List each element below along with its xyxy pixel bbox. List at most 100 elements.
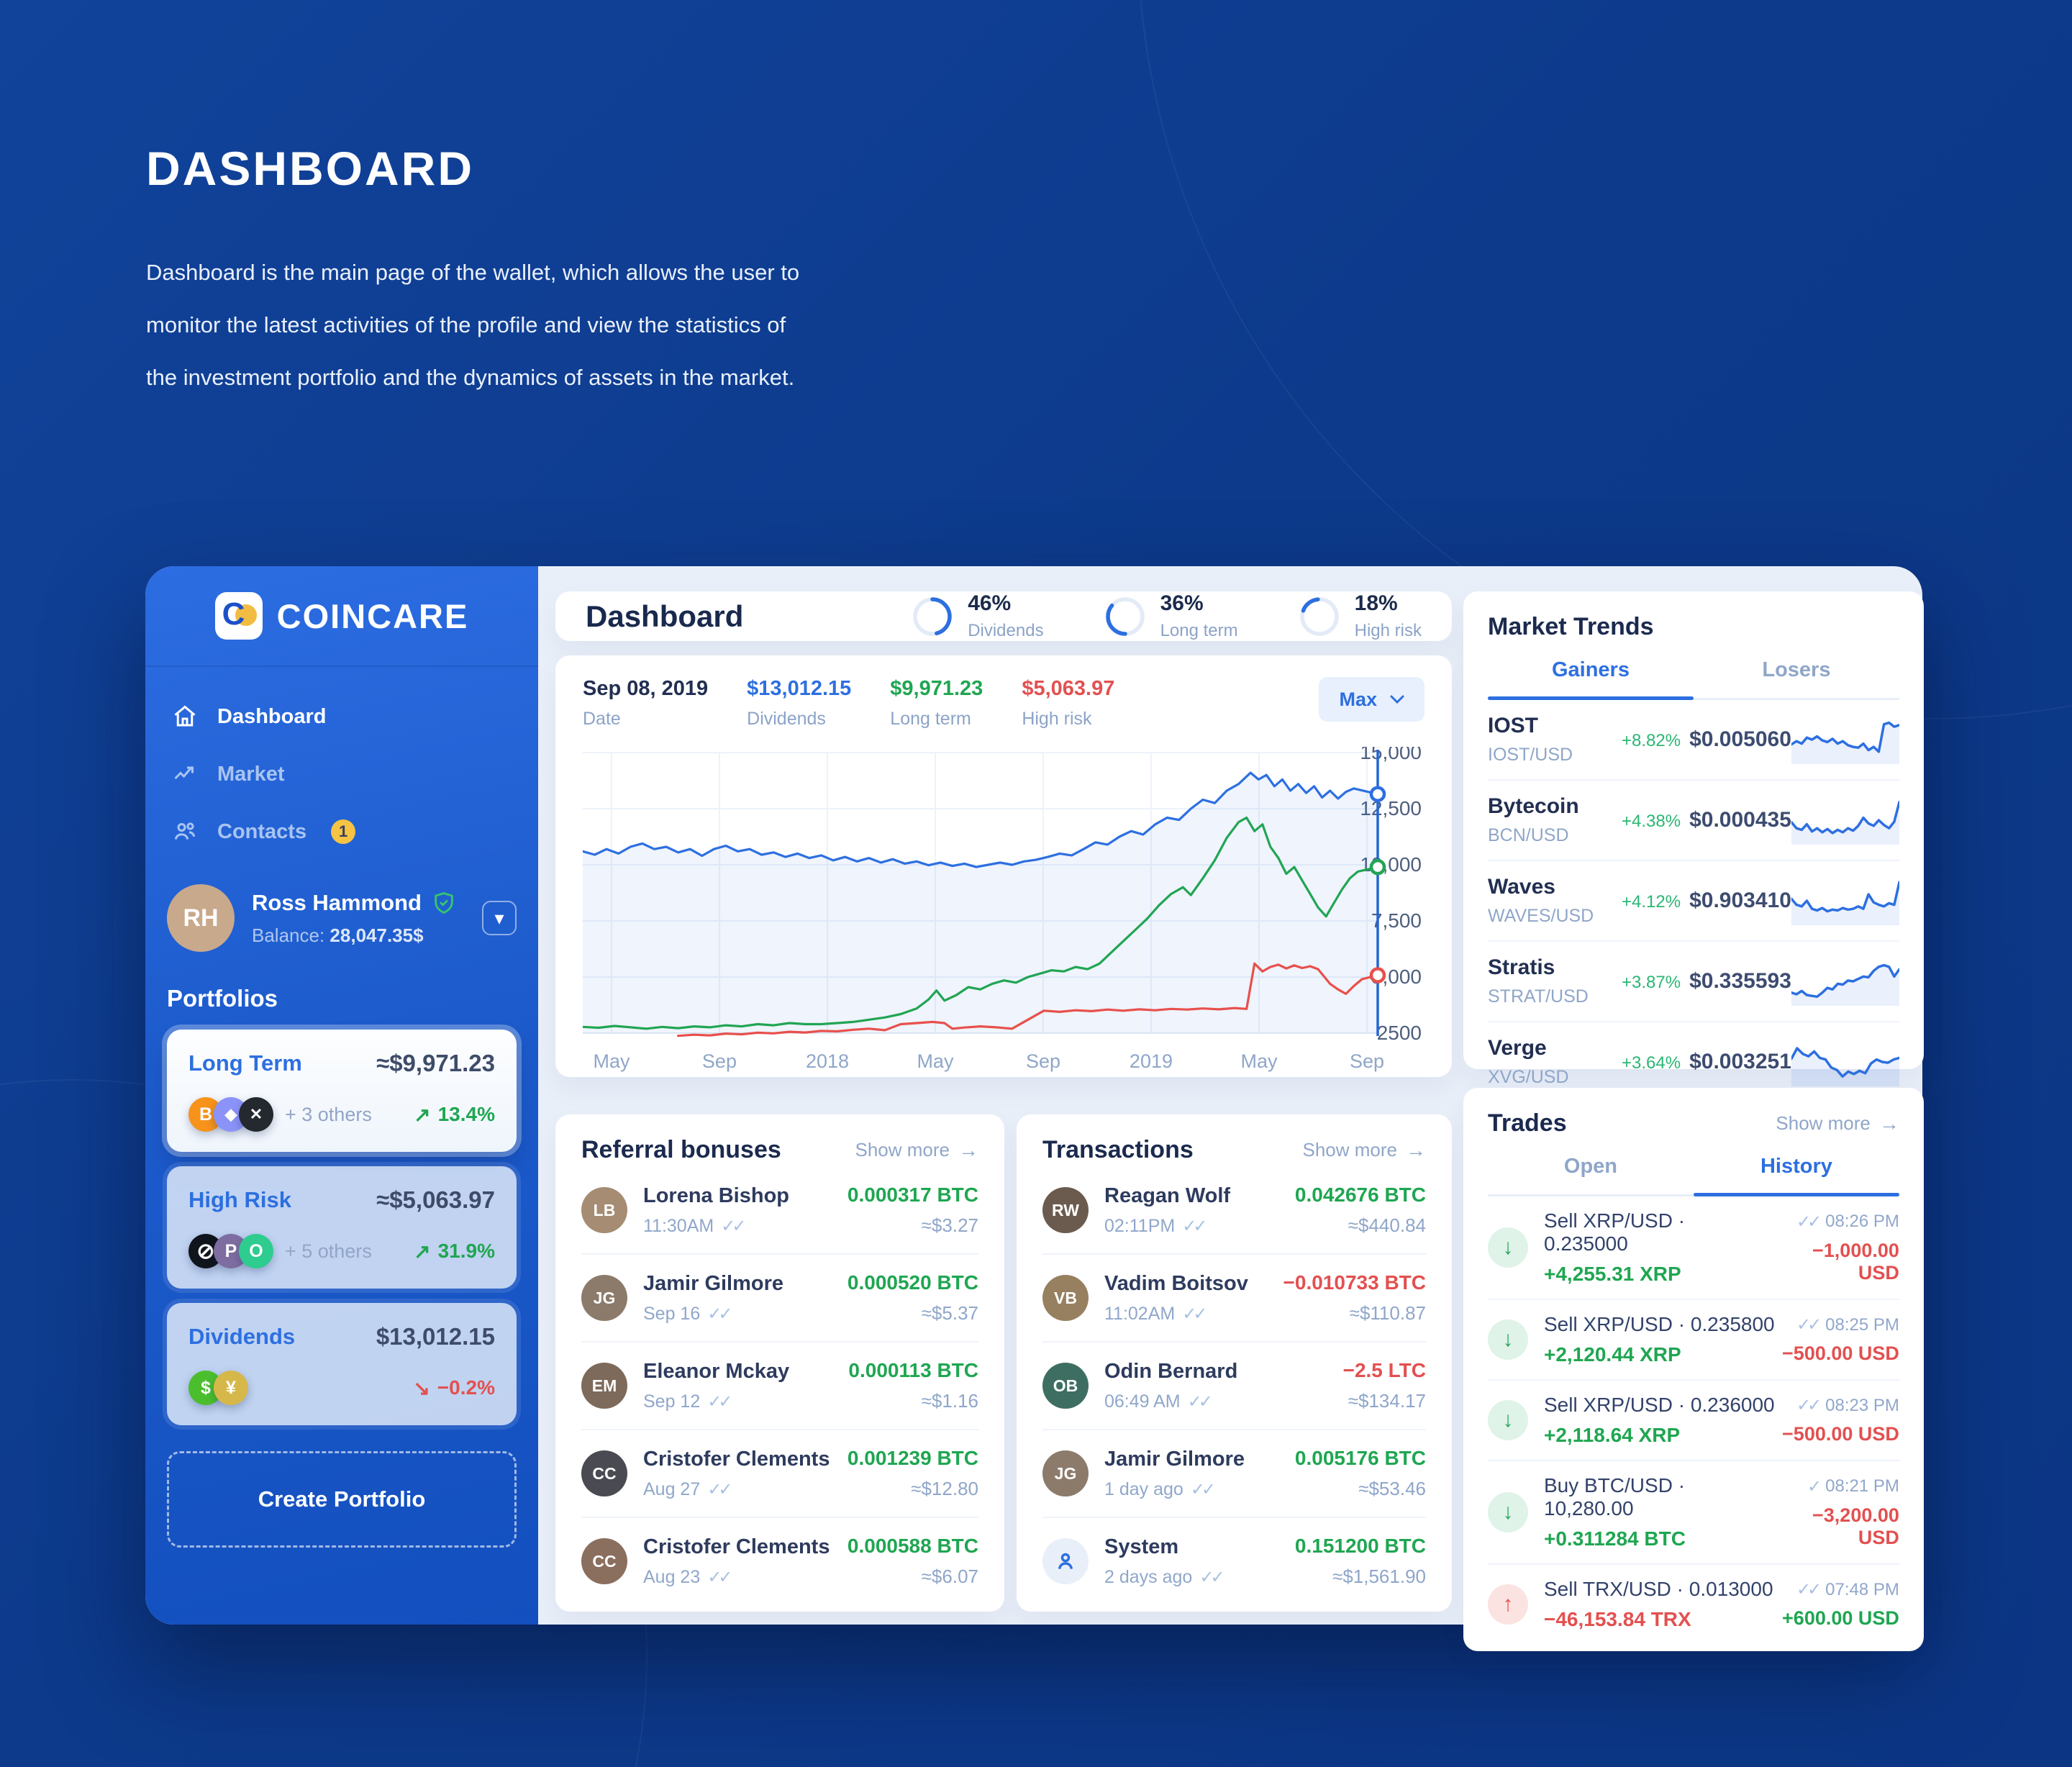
referrals-show-more-link[interactable]: Show more	[855, 1139, 979, 1162]
chart-longterm-col: $9,971.23 Long term	[890, 677, 983, 730]
tab-gainers[interactable]: Gainers	[1488, 658, 1694, 700]
usd-amount: ≈$53.46	[1358, 1478, 1426, 1499]
referral-row[interactable]: CC Cristofer Clements Aug 27 ✓✓ 0.001239 …	[581, 1430, 978, 1518]
svg-text:Sep: Sep	[1350, 1050, 1384, 1072]
transaction-row[interactable]: RW Reagan Wolf 02:11PM ✓✓ 0.042676 BTC ≈$…	[1042, 1167, 1426, 1255]
home-icon	[171, 703, 199, 730]
contacts-icon	[171, 818, 199, 845]
portfolio-line-chart[interactable]: 15,000 12,500 10,000 7,500 5,000 2500 May Sep 20…	[583, 747, 1424, 1079]
create-portfolio-button[interactable]: Create Portfolio	[167, 1451, 517, 1548]
portfolio-name: Dividends	[188, 1324, 296, 1349]
usd-amount: ≈$134.17	[1348, 1390, 1426, 1412]
stat-percent: 46%	[968, 591, 1012, 615]
referral-row[interactable]: JG Jamir Gilmore Sep 16 ✓✓ 0.000520 BTC ≈…	[581, 1255, 978, 1343]
trend-icon	[171, 760, 199, 788]
trade-title: Sell XRP/USD · 0.236000	[1544, 1394, 1775, 1416]
transaction-row[interactable]: VB Vadim Boitsov 11:02AM ✓✓ −0.010733 BTC…	[1042, 1255, 1426, 1343]
sidebar-item-market[interactable]: Market	[167, 749, 517, 799]
check-double-icon: ✓✓	[1182, 1216, 1207, 1236]
person-name: Lorena Bishop	[643, 1184, 790, 1207]
tab-losers[interactable]: Losers	[1762, 658, 1831, 681]
market-trends-panel: Market Trends Gainers Losers IOST IOST/U…	[1463, 591, 1924, 1087]
usd-amount: ≈$110.87	[1349, 1302, 1426, 1324]
check-double-icon: ✓✓	[707, 1479, 732, 1499]
coin-name: Verge	[1488, 1036, 1547, 1060]
trade-row[interactable]: Sell TRX/USD · 0.013000 −46,153.84 TRX ✓…	[1488, 1565, 1899, 1644]
profile-dropdown-button[interactable]	[482, 901, 517, 935]
chart-dividends-col: $13,012.15 Dividends	[747, 677, 851, 730]
svg-text:Sep: Sep	[1026, 1050, 1060, 1072]
avatar: JG	[581, 1275, 627, 1321]
trades-tabs: Open History	[1488, 1155, 1899, 1196]
portfolio-card-dividends[interactable]: Dividends $13,012.15 −0.2%	[167, 1303, 517, 1425]
time: 1 day ago	[1104, 1478, 1183, 1499]
trend-up-icon	[414, 1240, 430, 1263]
transactions-show-more-link[interactable]: Show more	[1303, 1139, 1427, 1162]
trade-amount: +2,118.64 XRP	[1544, 1424, 1681, 1446]
trade-row[interactable]: Sell XRP/USD · 0.235000 +4,255.31 XRP ✓✓…	[1488, 1196, 1899, 1300]
trend-row[interactable]: Verge XVG/USD +3.64% $0.003251	[1488, 1022, 1901, 1101]
portfolio-change: 31.9%	[414, 1240, 495, 1263]
chart-date-col: Sep 08, 2019 Date	[583, 677, 708, 730]
chart-highrisk-col: $5,063.97 High risk	[1022, 677, 1114, 730]
stat-percent: 18%	[1354, 591, 1398, 615]
portfolio-others: + 3 others	[285, 1103, 372, 1125]
referral-row[interactable]: LB Lorena Bishop 11:30AM ✓✓ 0.000317 BTC …	[581, 1167, 978, 1255]
donut-chart-high-risk	[1299, 596, 1340, 637]
coin-change: +4.12%	[1622, 892, 1681, 912]
portfolio-card-high-risk[interactable]: High Risk ≈$5,063.97 + 5 others 31.9%	[167, 1166, 517, 1289]
transaction-row[interactable]: JG Jamir Gilmore 1 day ago ✓✓ 0.005176 BT…	[1042, 1430, 1426, 1518]
trade-title: Sell TRX/USD · 0.013000	[1544, 1578, 1773, 1600]
profile-name: Ross Hammond	[252, 889, 422, 915]
portfolio-value: ≈$5,063.97	[376, 1186, 495, 1213]
referral-row[interactable]: EM Eleanor Mckay Sep 12 ✓✓ 0.000113 BTC ≈…	[581, 1343, 978, 1430]
trades-panel: Trades Show more Open History Sell XRP/U…	[1463, 1088, 1924, 1651]
transaction-row[interactable]: OB Odin Bernard 06:49 AM ✓✓ −2.5 LTC ≈$13…	[1042, 1343, 1426, 1430]
crypto-amount: 0.042676 BTC	[1294, 1184, 1426, 1206]
sidebar-item-contacts[interactable]: Contacts 1	[167, 807, 517, 857]
coin-price: $0.000435	[1689, 808, 1791, 832]
trade-row[interactable]: Sell XRP/USD · 0.236000 +2,118.64 XRP ✓✓…	[1488, 1381, 1899, 1461]
portfolio-value: ≈$9,971.23	[376, 1050, 495, 1076]
trend-row[interactable]: IOST IOST/USD +8.82% $0.005060	[1488, 700, 1901, 781]
trades-show-more-link[interactable]: Show more	[1776, 1112, 1899, 1135]
trend-row[interactable]: Stratis STRAT/USD +3.87% $0.335593	[1488, 942, 1901, 1022]
avatar: RH	[167, 884, 235, 952]
trend-row[interactable]: Bytecoin BCN/USD +4.38% $0.000435	[1488, 781, 1901, 861]
transaction-row[interactable]: System 2 days ago ✓✓ 0.151200 BTC ≈$1,561…	[1042, 1518, 1426, 1604]
avatar: VB	[1042, 1275, 1089, 1321]
trade-time: 08:21 PM	[1825, 1476, 1899, 1496]
usd-amount: ≈$5.37	[921, 1302, 978, 1324]
svg-text:May: May	[1241, 1050, 1278, 1072]
coin-name: Stratis	[1488, 955, 1555, 979]
dashboard-header: Dashboard 46% Dividends 36% Long term	[555, 591, 1452, 641]
right-column: Market Trends Gainers Losers IOST IOST/U…	[1463, 591, 1924, 1651]
avatar: CC	[581, 1450, 627, 1496]
trend-row[interactable]: Waves WAVES/USD +4.12% $0.903410	[1488, 861, 1901, 942]
portfolio-chart-panel: Sep 08, 2019 Date $13,012.15 Dividends $…	[555, 655, 1452, 1077]
range-dropdown[interactable]: Max	[1319, 677, 1424, 722]
portfolio-card-long-term[interactable]: Long Term ≈$9,971.23 + 3 others 13.4%	[167, 1030, 517, 1152]
avatar: RW	[1042, 1187, 1089, 1233]
referral-row[interactable]: CC Cristofer Clements Aug 23 ✓✓ 0.000588 …	[581, 1518, 978, 1604]
arrow-up-icon	[1488, 1584, 1528, 1625]
check-double-icon: ✓✓	[707, 1304, 732, 1324]
tab-history[interactable]: History	[1693, 1155, 1899, 1196]
person-name: Jamir Gilmore	[1104, 1447, 1245, 1471]
svg-text:May: May	[917, 1050, 954, 1072]
avatar: OB	[1042, 1363, 1089, 1409]
sidebar-item-dashboard[interactable]: Dashboard	[167, 691, 517, 742]
hero-section: DASHBOARD Dashboard is the main page of …	[146, 141, 799, 404]
description-line: monitor the latest activities of the pro…	[146, 312, 786, 337]
profile-balance: Balance: 28,047.35$	[252, 925, 465, 947]
time: 06:49 AM	[1104, 1391, 1181, 1412]
trade-row[interactable]: Buy BTC/USD · 10,280.00 +0.311284 BTC ✓0…	[1488, 1461, 1899, 1565]
coin-pair: IOST/USD	[1488, 745, 1573, 765]
xrp-icon	[239, 1097, 273, 1132]
time: 02:11PM	[1104, 1215, 1176, 1236]
tab-open[interactable]: Open	[1563, 1155, 1618, 1178]
usd-amount: ≈$6.07	[921, 1566, 978, 1587]
chart-highrisk-label: High risk	[1022, 709, 1092, 729]
balance-label: Balance:	[252, 924, 325, 946]
trade-row[interactable]: Sell XRP/USD · 0.235800 +2,120.44 XRP ✓✓…	[1488, 1300, 1899, 1381]
